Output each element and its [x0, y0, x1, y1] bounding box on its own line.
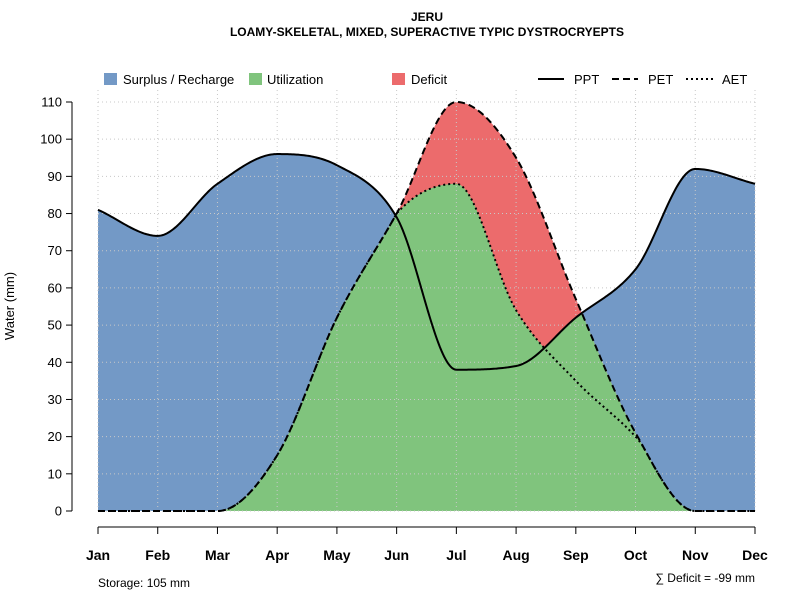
- x-tick-label-dec: Dec: [742, 547, 768, 563]
- x-tick-label-jul: Jul: [446, 547, 466, 563]
- y-axis-title: Water (mm): [2, 272, 17, 340]
- x-tick-label-oct: Oct: [624, 547, 648, 563]
- x-tick-label-mar: Mar: [205, 547, 230, 563]
- lines-layer: [97, 100, 756, 512]
- y-tick-label-40: 40: [48, 355, 62, 370]
- grid-layer: [97, 90, 756, 512]
- legend-label-deficit: Deficit: [411, 72, 448, 87]
- y-tick-label-70: 70: [48, 243, 62, 258]
- y-tick-label-20: 20: [48, 429, 62, 444]
- legend-swatch-deficit: [392, 73, 405, 85]
- legend-label-pet: PET: [648, 72, 673, 87]
- legend-label-ppt: PPT: [574, 72, 599, 87]
- x-tick-label-may: May: [323, 547, 350, 563]
- legend: Surplus / Recharge Utilization Deficit P…: [104, 72, 747, 87]
- y-tick-label-100: 100: [40, 132, 62, 147]
- x-tick-label-sep: Sep: [563, 547, 589, 563]
- storage-label: Storage: 105 mm: [98, 576, 190, 590]
- x-tick-label-jun: Jun: [384, 547, 409, 563]
- x-tick-label-apr: Apr: [265, 547, 290, 563]
- y-tick-label-60: 60: [48, 280, 62, 295]
- axes-layer: 0 10 20 30 40 50 60 70 80 90 100 110 Jan Feb Mar Apr May…: [40, 95, 768, 564]
- chart-subtitle: LOAMY-SKELETAL, MIXED, SUPERACTIVE TYPIC…: [230, 25, 624, 39]
- x-tick-label-nov: Nov: [682, 547, 709, 563]
- legend-label-surplus: Surplus / Recharge: [123, 72, 234, 87]
- ppt-line: [97, 153, 756, 371]
- y-tick-label-50: 50: [48, 318, 62, 333]
- x-tick-label-aug: Aug: [502, 547, 529, 563]
- y-tick-label-30: 30: [48, 392, 62, 407]
- y-tick-label-80: 80: [48, 206, 62, 221]
- y-tick-label-110: 110: [41, 95, 62, 110]
- deficit-label: ∑ Deficit = -99 mm: [655, 571, 755, 585]
- y-tick-label-10: 10: [48, 466, 62, 481]
- y-tick-label-90: 90: [48, 169, 62, 184]
- legend-label-aet: AET: [722, 72, 747, 87]
- legend-swatch-surplus: [104, 73, 117, 85]
- utilization-area: [98, 183, 755, 512]
- x-tick-label-jan: Jan: [86, 547, 110, 563]
- legend-label-utilization: Utilization: [267, 72, 323, 87]
- chart-title: JERU: [411, 10, 443, 24]
- legend-swatch-utilization: [249, 73, 262, 85]
- y-tick-label-0: 0: [55, 504, 62, 519]
- x-tick-label-feb: Feb: [145, 547, 170, 563]
